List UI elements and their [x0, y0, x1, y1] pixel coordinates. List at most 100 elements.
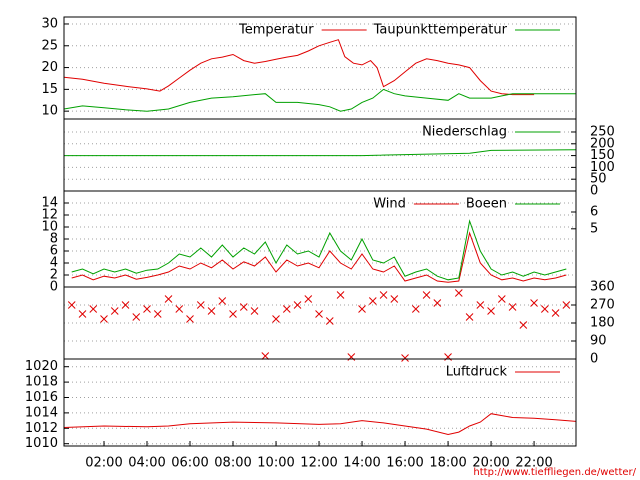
scatter-point	[336, 291, 345, 299]
panel-frame	[63, 358, 577, 447]
x-tick-label: 10:00	[257, 456, 294, 471]
series-line	[71, 219, 567, 281]
series-line	[63, 413, 577, 436]
x-tick-label: 18:00	[429, 456, 466, 471]
scatter-point	[497, 295, 506, 303]
y-tick-label: 30	[41, 16, 58, 31]
y2-tick-label: 5	[590, 221, 598, 236]
scatter-point	[282, 305, 291, 313]
scatter-point	[78, 310, 87, 318]
scatter-point	[401, 354, 409, 362]
scatter-point	[293, 301, 302, 309]
y-tick-label: 4	[50, 256, 58, 271]
scatter-point	[476, 301, 485, 309]
y-tick-label: 200	[590, 136, 615, 151]
y-tick-label: 1018	[25, 375, 58, 390]
scatter-point	[368, 297, 377, 305]
scatter-point	[422, 291, 431, 299]
y-tick-label: 1012	[25, 421, 58, 436]
y-tick-label: 100	[590, 160, 615, 175]
x-tick-label: 16:00	[386, 456, 423, 471]
scatter-point	[239, 303, 248, 311]
x-tick-label: 12:00	[300, 456, 337, 471]
y-tick-label: 270	[590, 298, 615, 313]
series-line	[63, 39, 535, 96]
scatter-point	[207, 307, 216, 315]
y-tick-label: 180	[590, 316, 615, 331]
x-tick-label: 20:00	[472, 456, 509, 471]
scatter-point	[454, 289, 463, 297]
legend-label: Wind	[373, 197, 406, 212]
y-tick-label: 150	[590, 148, 615, 163]
scatter-point	[530, 299, 538, 307]
scatter-point	[325, 317, 334, 325]
scatter-point	[411, 305, 420, 313]
scatter-point	[164, 295, 173, 303]
legend-label: Taupunkttemperatur	[373, 23, 508, 38]
y-tick-label: 12	[41, 208, 58, 223]
y-tick-label: 15	[41, 82, 58, 97]
scatter-point	[186, 315, 194, 323]
legend-label: Temperatur	[238, 23, 314, 38]
series-line	[71, 231, 567, 283]
scatter-point	[218, 297, 227, 305]
y-tick-label: 1020	[25, 359, 58, 374]
scatter-point	[110, 307, 119, 315]
scatter-point	[390, 295, 399, 303]
x-tick-label: 08:00	[214, 456, 251, 471]
scatter-point	[153, 310, 162, 318]
x-tick-label: 22:00	[515, 456, 552, 471]
scatter-point	[143, 305, 151, 313]
y-tick-label: 250	[590, 124, 615, 139]
footer-url: http://www.tieffliegen.de/wetter/	[473, 467, 636, 478]
x-tick-label: 14:00	[343, 456, 380, 471]
y-tick-label: 1010	[25, 436, 58, 451]
scatter-point	[379, 291, 388, 299]
scatter-point	[540, 305, 549, 313]
y-tick-label: 90	[590, 334, 607, 349]
scatter-point	[272, 315, 280, 323]
scatter-point	[465, 313, 474, 321]
y-tick-label: 1014	[25, 405, 58, 420]
scatter-point	[261, 352, 270, 360]
y-tick-label: 8	[50, 232, 58, 247]
y-tick-label: 0	[590, 184, 598, 199]
y-tick-label: 10	[41, 104, 58, 119]
scatter-point	[175, 305, 184, 313]
legend-label: Luftdruck	[446, 365, 508, 380]
x-tick-label: 02:00	[85, 456, 122, 471]
scatter-point	[196, 301, 205, 309]
scatter-point	[562, 301, 571, 309]
scatter-point	[67, 301, 76, 309]
y-tick-label: 1016	[25, 390, 58, 405]
series-line	[63, 88, 576, 112]
y-tick-label: 50	[590, 172, 607, 187]
x-tick-label: 06:00	[171, 456, 208, 471]
scatter-point	[132, 313, 141, 321]
y-tick-label: 2	[50, 268, 58, 283]
y2-tick-label: 6	[590, 205, 598, 220]
scatter-point	[508, 303, 517, 311]
scatter-point	[121, 301, 130, 309]
y-tick-label: 14	[41, 196, 58, 211]
scatter-point	[100, 315, 108, 323]
scatter-point	[229, 310, 237, 318]
scatter-point	[487, 307, 495, 315]
y-tick-label: 6	[50, 244, 58, 259]
y-tick-label: 10	[41, 220, 58, 235]
series-line	[64, 149, 577, 157]
y-tick-label: 0	[50, 280, 58, 295]
scatter-point	[315, 310, 323, 318]
scatter-point	[551, 309, 560, 317]
x-tick-label: 04:00	[128, 456, 165, 471]
legend-label: Niederschlag	[422, 125, 507, 140]
y-tick-label: 360	[590, 280, 615, 295]
scatter-point	[89, 305, 98, 313]
y-tick-label: 0	[590, 352, 598, 367]
scatter-point	[519, 321, 528, 329]
scatter-point	[433, 299, 442, 307]
y-tick-label: 25	[41, 38, 58, 53]
scatter-point	[304, 295, 313, 303]
